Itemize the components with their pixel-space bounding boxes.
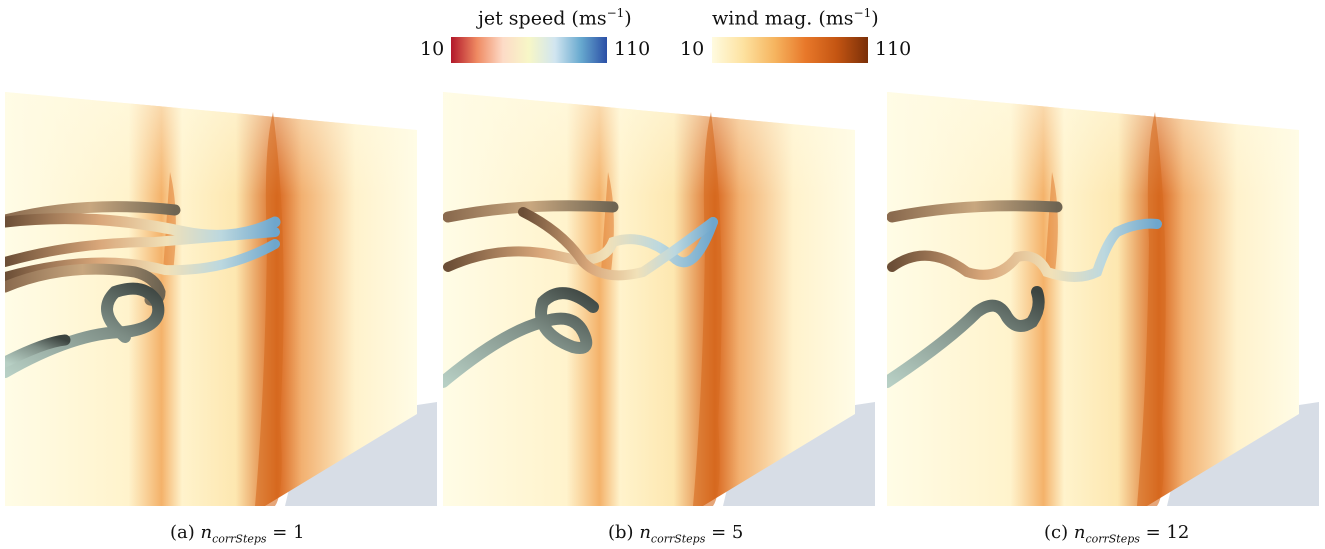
colorbar-jet-speed-max: 110 bbox=[614, 38, 651, 60]
colorbar-jet-speed bbox=[451, 37, 607, 63]
colorbar-wind-mag-title: wind mag. (ms−1) bbox=[712, 6, 879, 30]
panel-b-visualization bbox=[443, 92, 875, 506]
colorbar-jet-speed-min: 10 bbox=[420, 38, 445, 60]
caption-a: (a) ncorrSteps = 1 bbox=[170, 522, 305, 546]
colorbar-wind-mag-min: 10 bbox=[680, 38, 705, 60]
colorbar-jet-speed-title: jet speed (ms−1) bbox=[478, 6, 632, 30]
panel-c-visualization bbox=[887, 92, 1319, 506]
caption-b: (b) ncorrSteps = 5 bbox=[608, 522, 744, 546]
panel-a-visualization bbox=[5, 92, 437, 506]
caption-c: (c) ncorrSteps = 12 bbox=[1044, 522, 1190, 546]
colorbar-wind-mag bbox=[712, 37, 868, 63]
colorbar-wind-mag-max: 110 bbox=[875, 38, 912, 60]
